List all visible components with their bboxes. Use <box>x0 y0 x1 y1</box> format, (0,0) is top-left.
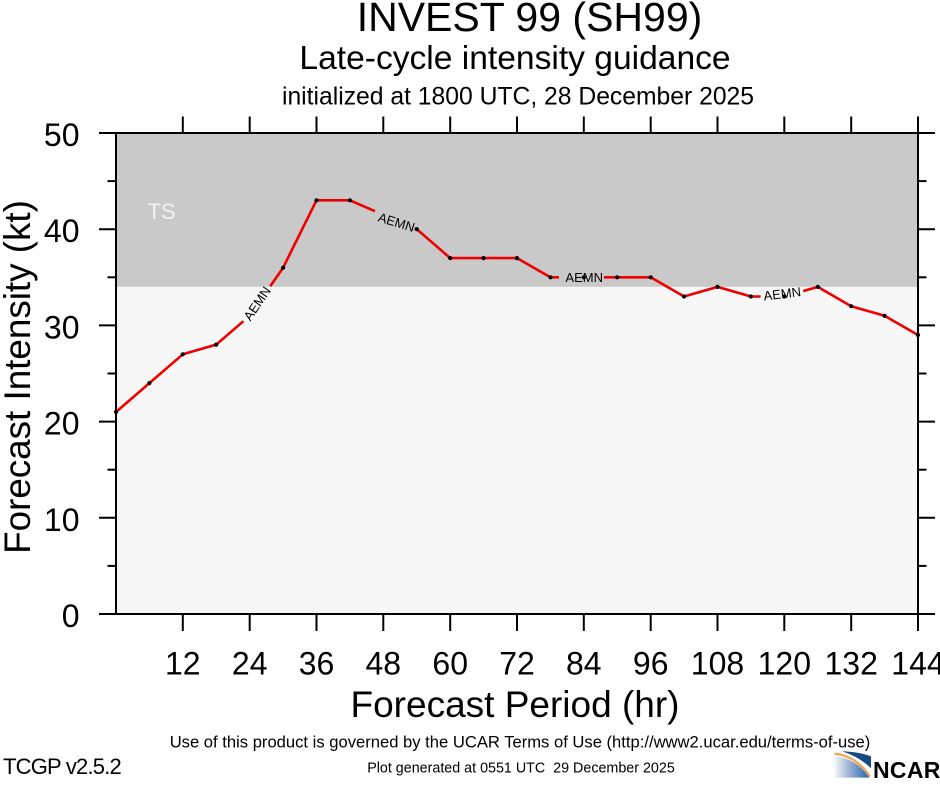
svg-text:144: 144 <box>891 645 940 681</box>
svg-text:96: 96 <box>633 645 669 681</box>
svg-text:NCAR: NCAR <box>873 757 940 780</box>
svg-text:132: 132 <box>825 645 878 681</box>
svg-text:36: 36 <box>299 645 335 681</box>
svg-text:INVEST 99 (SH99): INVEST 99 (SH99) <box>357 0 703 40</box>
svg-text:48: 48 <box>366 645 402 681</box>
svg-text:12: 12 <box>165 645 201 681</box>
svg-text:TS: TS <box>148 199 176 224</box>
svg-text:Use of this product is governe: Use of this product is governed by the U… <box>170 733 871 752</box>
svg-text:10: 10 <box>44 502 80 538</box>
svg-text:60: 60 <box>432 645 468 681</box>
svg-text:50: 50 <box>44 117 80 153</box>
svg-text:Plot generated at 0551 UTC 29: Plot generated at 0551 UTC 29 December 2… <box>367 761 675 777</box>
svg-text:Forecast Intensity (kt): Forecast Intensity (kt) <box>0 200 38 554</box>
svg-text:0: 0 <box>62 598 80 634</box>
svg-text:30: 30 <box>44 309 80 345</box>
svg-text:Late-cycle intensity guidance: Late-cycle intensity guidance <box>299 40 730 77</box>
svg-text:72: 72 <box>499 645 535 681</box>
svg-text:Forecast Period (hr): Forecast Period (hr) <box>351 684 680 725</box>
svg-text:108: 108 <box>691 645 744 681</box>
svg-text:24: 24 <box>232 645 268 681</box>
svg-text:40: 40 <box>44 213 80 249</box>
svg-text:20: 20 <box>44 406 80 442</box>
svg-text:120: 120 <box>758 645 811 681</box>
svg-text:AEMN: AEMN <box>763 284 802 303</box>
svg-text:TCGP v2.5.2: TCGP v2.5.2 <box>3 754 122 779</box>
svg-text:AEMN: AEMN <box>565 270 603 285</box>
svg-text:84: 84 <box>566 645 602 681</box>
svg-text:initialized at 1800 UTC, 28 De: initialized at 1800 UTC, 28 December 202… <box>282 83 754 110</box>
